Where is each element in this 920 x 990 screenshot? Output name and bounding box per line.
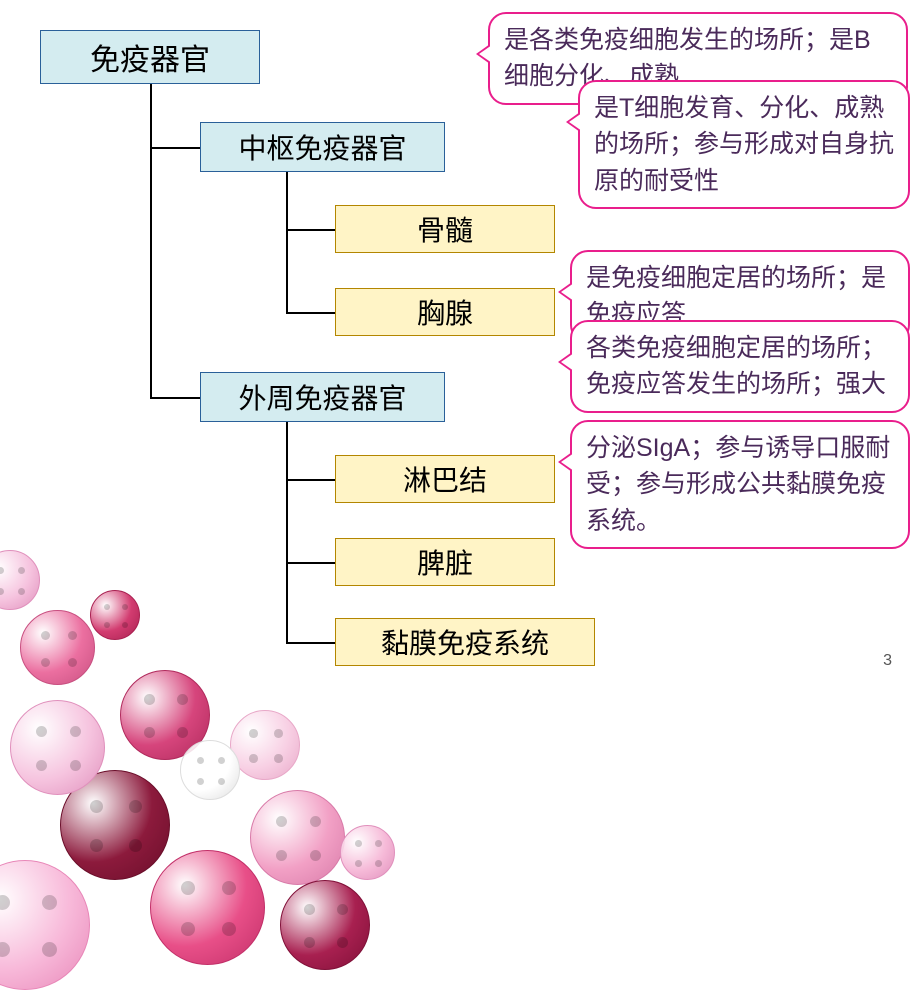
leaf3-node: 淋巴结 (335, 455, 555, 503)
leaf1-node: 骨髓 (335, 205, 555, 253)
callout-5-text: 分泌SIgA；参与诱导口服耐受；参与形成公共黏膜免疫系统。 (586, 434, 890, 535)
leaf4-node: 脾脏 (335, 538, 555, 586)
leaf1-label: 骨髓 (417, 209, 473, 249)
page-number: 3 (883, 652, 892, 670)
callout-2: 是T细胞发育、分化、成熟的场所；参与形成对自身抗原的耐受性 (578, 80, 910, 209)
leaf3-label: 淋巴结 (403, 459, 487, 499)
callout-5: 分泌SIgA；参与诱导口服耐受；参与形成公共黏膜免疫系统。 (570, 420, 910, 549)
callout-2-text: 是T细胞发育、分化、成熟的场所；参与形成对自身抗原的耐受性 (594, 94, 894, 195)
callout-4-text: 各类免疫细胞定居的场所；免疫应答发生的场所；强大 (586, 334, 886, 398)
leaf2-node: 胸腺 (335, 288, 555, 336)
cat1-label: 中枢免疫器官 (238, 127, 406, 167)
callout-4: 各类免疫细胞定居的场所；免疫应答发生的场所；强大 (570, 320, 910, 413)
leaf2-label: 胸腺 (417, 292, 473, 332)
cat2-label: 外周免疫器官 (238, 377, 406, 417)
cat2-node: 外周免疫器官 (200, 372, 445, 422)
leaf5-node: 黏膜免疫系统 (335, 618, 595, 666)
callout-3-text: 是免疫细胞定居的场所；是免疫应答 (586, 264, 886, 328)
root-label: 免疫器官 (90, 35, 210, 79)
cat1-node: 中枢免疫器官 (200, 122, 445, 172)
root-node: 免疫器官 (40, 30, 260, 84)
leaf4-label: 脾脏 (417, 542, 473, 582)
leaf5-label: 黏膜免疫系统 (381, 622, 549, 662)
